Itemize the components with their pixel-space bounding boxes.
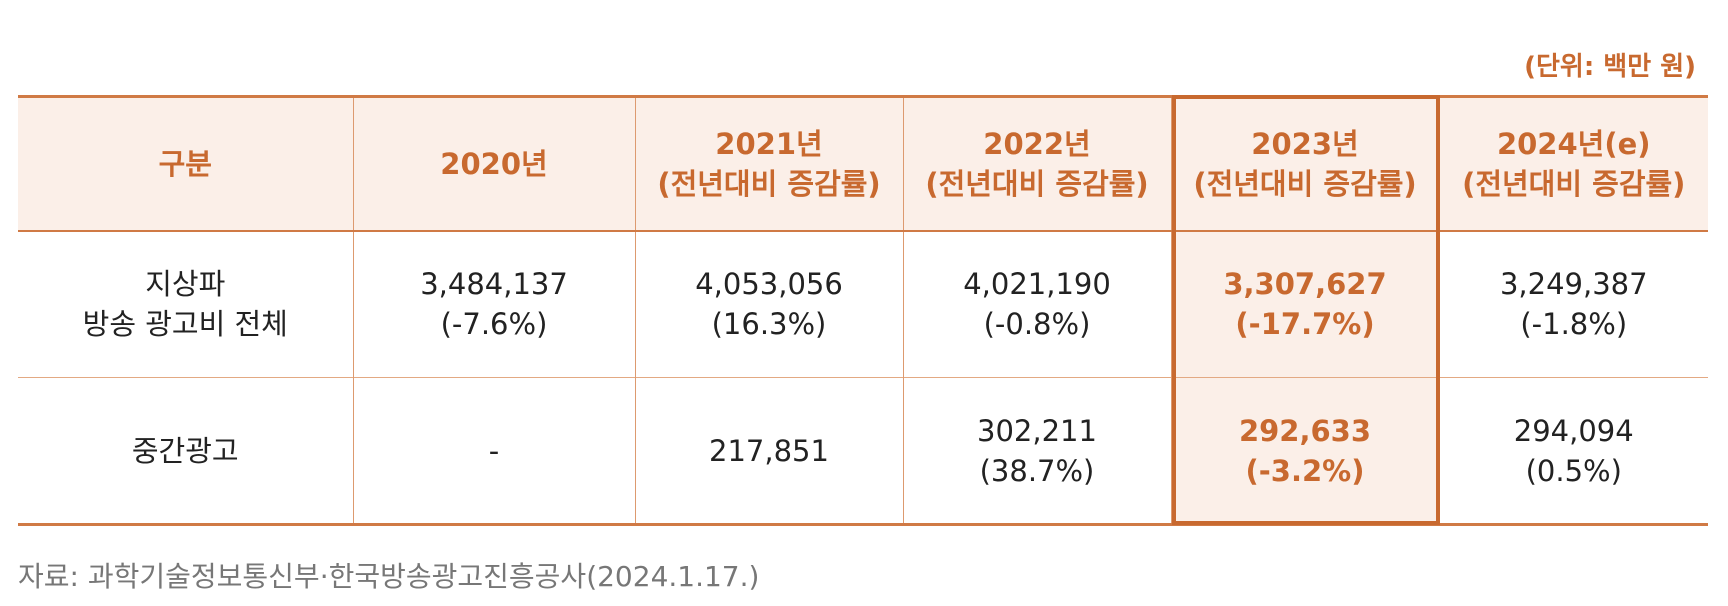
cell-change: (-17.7%) (1235, 307, 1375, 342)
header-2021-sub: (전년대비 증감률) (657, 166, 881, 201)
cell-2024: 3,249,387 (-1.8%) (1438, 230, 1708, 378)
source-note: 자료: 과학기술정보통신부·한국방송광고진흥공사(2024.1.17.) (18, 560, 760, 593)
cell-2023-highlighted: 292,633 (-3.2%) (1170, 377, 1440, 525)
cell-value: 294,094 (1513, 413, 1634, 448)
cell-value: - (488, 433, 500, 468)
cell-change: (-0.8%) (983, 307, 1091, 342)
cell-change: (-7.6%) (440, 307, 548, 342)
header-2024-sub: (전년대비 증감률) (1462, 166, 1686, 201)
header-2023-sub: (전년대비 증감률) (1193, 166, 1417, 201)
header-2024: 2024년(e) (전년대비 증감률) (1438, 96, 1708, 231)
ad-spend-table-wrapper: 구분 2020년 2021년 (전년대비 증감률) 2022년 (전년대비 증감… (18, 95, 1708, 525)
cell-value: 3,249,387 (1499, 267, 1648, 302)
cell-change: (-3.2%) (1245, 453, 1365, 488)
header-2021: 2021년 (전년대비 증감률) (634, 96, 904, 231)
cell-value: 4,021,190 (963, 267, 1111, 302)
cell-2021: 217,851 (634, 377, 904, 525)
ad-spend-table: 구분 2020년 2021년 (전년대비 증감률) 2022년 (전년대비 증감… (18, 95, 1708, 526)
cell-value: 4,053,056 (695, 267, 843, 302)
header-2023: 2023년 (전년대비 증감률) (1170, 96, 1440, 231)
cell-change: (38.7%) (979, 453, 1095, 488)
row-label-line: 방송 광고비 전체 (82, 307, 288, 342)
cell-change: (16.3%) (711, 307, 827, 342)
header-2022: 2022년 (전년대비 증감률) (902, 96, 1172, 231)
header-category: 구분 (18, 96, 354, 231)
cell-2022: 4,021,190 (-0.8%) (902, 230, 1172, 378)
header-2021-year: 2021년 (715, 126, 823, 161)
cell-2022: 302,211 (38.7%) (902, 377, 1172, 525)
row-label-line: 지상파 (145, 267, 226, 302)
cell-value: 3,484,137 (420, 267, 568, 302)
header-2022-sub: (전년대비 증감률) (925, 166, 1149, 201)
table-header-row: 구분 2020년 2021년 (전년대비 증감률) 2022년 (전년대비 증감… (18, 96, 1708, 231)
cell-2020: - (352, 377, 636, 525)
header-2024-year: 2024년(e) (1496, 126, 1651, 161)
row-label: 중간광고 (18, 377, 354, 525)
header-category-label: 구분 (158, 146, 212, 181)
cell-value: 217,851 (709, 433, 829, 468)
cell-value: 302,211 (977, 413, 1097, 448)
row-label: 지상파 방송 광고비 전체 (18, 230, 354, 378)
cell-2024: 294,094 (0.5%) (1438, 377, 1708, 525)
cell-change: (-1.8%) (1520, 307, 1628, 342)
table-row: 지상파 방송 광고비 전체 3,484,137 (-7.6%) 4,053,05… (18, 230, 1708, 378)
cell-value: 292,633 (1238, 413, 1372, 448)
cell-change: (0.5%) (1525, 453, 1622, 488)
unit-label: (단위: 백만 원) (1524, 52, 1696, 82)
header-2022-year: 2022년 (983, 126, 1091, 161)
header-2023-year: 2023년 (1251, 126, 1359, 161)
cell-value: 3,307,627 (1223, 267, 1387, 302)
header-2020: 2020년 (352, 96, 636, 231)
cell-2020: 3,484,137 (-7.6%) (352, 230, 636, 378)
table-row: 중간광고 - 217,851 302,211 (38.7%) 292,633 (… (18, 377, 1708, 525)
cell-2021: 4,053,056 (16.3%) (634, 230, 904, 378)
row-label-line: 중간광고 (131, 433, 239, 468)
cell-2023-highlighted: 3,307,627 (-17.7%) (1170, 230, 1440, 378)
header-2020-label: 2020년 (440, 146, 548, 181)
